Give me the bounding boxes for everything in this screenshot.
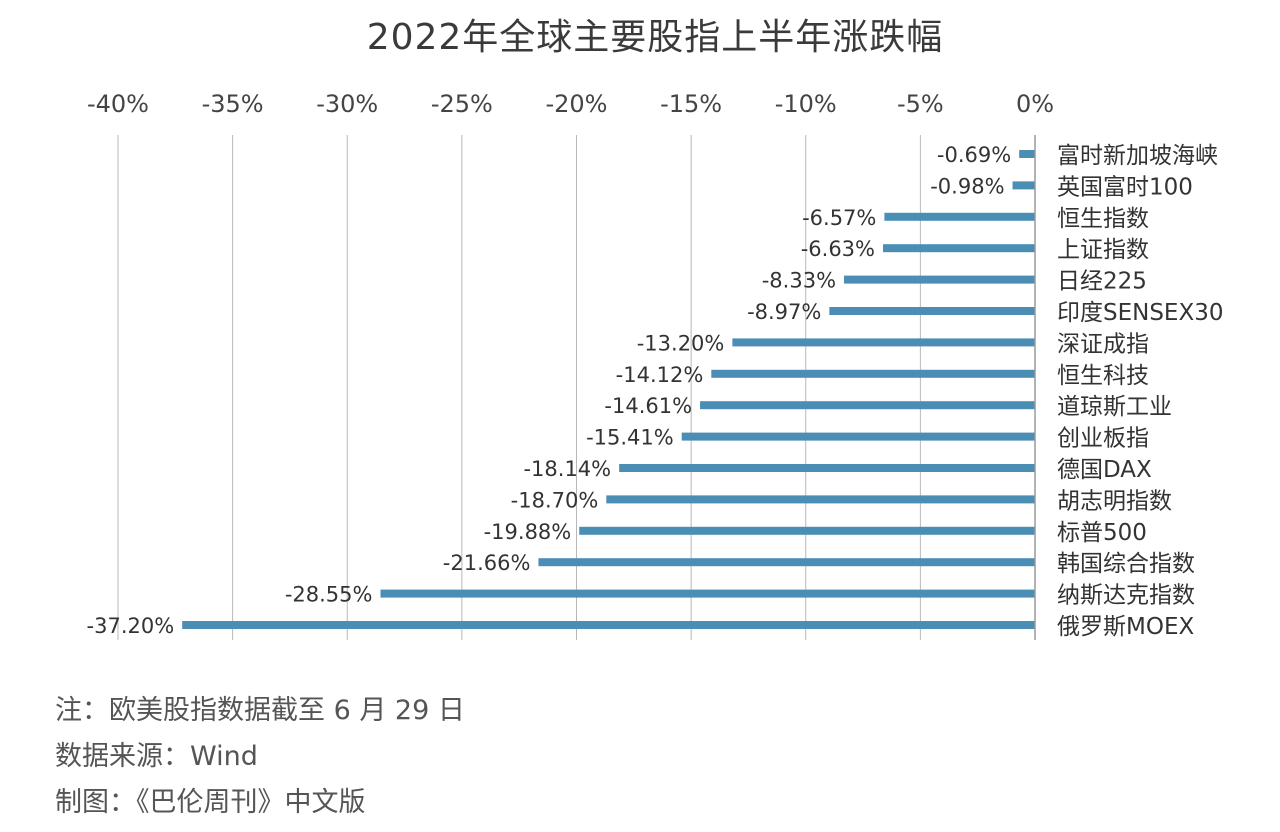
x-tick-label: -40% (87, 90, 149, 118)
bar (700, 401, 1035, 410)
category-label: 标普500 (1057, 520, 1147, 546)
data-label: -0.98% (930, 174, 1004, 198)
note-cutoff-date: 注：欧美股指数据截至 6 月 29 日 (55, 695, 465, 726)
x-tick-label: -30% (316, 90, 378, 118)
bar (681, 432, 1035, 441)
category-label: 恒生指数 (1057, 206, 1149, 232)
category-label: 韩国综合指数 (1057, 551, 1195, 577)
x-tick-label: -25% (431, 90, 493, 118)
bar (380, 589, 1036, 598)
bar (1012, 181, 1035, 190)
bar (883, 244, 1035, 253)
data-label: -28.55% (285, 583, 373, 607)
category-label: 德国DAX (1057, 457, 1152, 483)
bar-chart: -40% -35% -30% -25% -20% -15% -10% -5% 0% -0.69%… (87, 90, 1224, 640)
data-label: -8.97% (747, 300, 821, 324)
bar (732, 338, 1035, 347)
data-label: -0.69% (937, 143, 1011, 167)
category-label: 创业板指 (1057, 426, 1149, 452)
bar (579, 526, 1035, 535)
bar (884, 212, 1035, 221)
x-tick-label: -15% (660, 90, 722, 118)
data-labels: -0.69% -0.98% -6.57% -6.63% -8.33% -8.97% -13.… (87, 143, 1012, 638)
data-label: -18.14% (523, 457, 611, 481)
x-tick-label: -10% (775, 90, 837, 118)
note-chart-credit: 制图：《巴伦周刊》中文版 (55, 787, 366, 818)
data-label: -6.63% (801, 237, 875, 261)
category-label: 恒生科技 (1057, 363, 1149, 389)
chart-title: 2022年全球主要股指上半年涨跌幅 (366, 17, 944, 58)
x-tick-label: -20% (545, 90, 607, 118)
x-axis-ticks: -40% -35% -30% -25% -20% -15% -10% -5% 0% (87, 90, 1054, 118)
category-label: 富时新加坡海峡 (1057, 143, 1218, 169)
bar (844, 275, 1035, 284)
data-label: -14.12% (616, 363, 704, 387)
data-label: -15.41% (586, 426, 674, 450)
bar (829, 307, 1035, 315)
bar (538, 558, 1035, 567)
category-label: 胡志明指数 (1057, 488, 1172, 514)
bar (1019, 150, 1035, 158)
bar (711, 369, 1035, 378)
data-label: -6.57% (802, 206, 876, 230)
bar (182, 621, 1035, 629)
category-label: 道琼斯工业 (1057, 394, 1172, 420)
category-label: 英国富时100 (1057, 174, 1193, 200)
x-tick-label: -35% (202, 90, 264, 118)
bar (619, 464, 1035, 472)
data-label: -18.70% (511, 488, 599, 512)
bars (182, 135, 1036, 640)
category-label: 上证指数 (1057, 237, 1149, 263)
data-label: -37.20% (87, 614, 175, 638)
category-label: 日经225 (1057, 269, 1147, 295)
category-label: 深证成指 (1057, 331, 1149, 357)
bar (606, 495, 1035, 504)
note-data-source: 数据来源：Wind (55, 741, 258, 772)
category-label: 俄罗斯MOEX (1057, 614, 1194, 640)
data-label: -13.20% (637, 331, 725, 355)
category-label: 纳斯达克指数 (1057, 583, 1195, 609)
x-tick-label: -5% (897, 90, 944, 118)
data-label: -19.88% (484, 520, 572, 544)
data-label: -14.61% (604, 394, 692, 418)
data-label: -8.33% (762, 269, 836, 293)
data-label: -21.66% (443, 551, 531, 575)
category-label: 印度SENSEX30 (1057, 300, 1224, 326)
x-tick-label: 0% (1016, 90, 1054, 118)
